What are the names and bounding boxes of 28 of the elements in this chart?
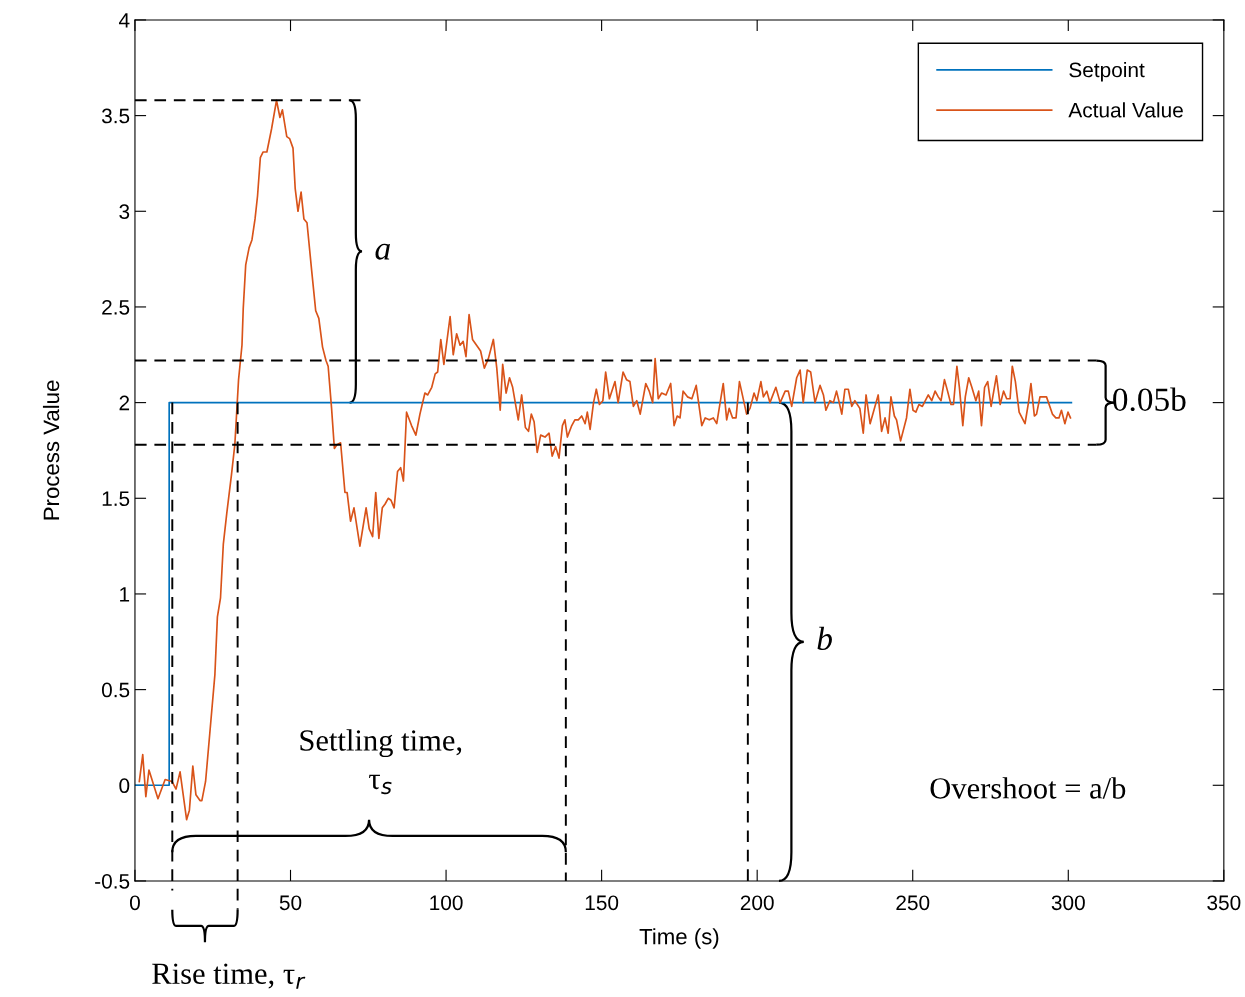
annotation: Settling time, τ$_{s}$: [300, 729, 462, 795]
y-tick-label: 3: [119, 204, 130, 220]
text: Rise time, τ$_{r}$: [152, 963, 306, 989]
x-tick-label: 300: [1051, 895, 1085, 911]
y-tick-label: 3.5: [101, 108, 130, 124]
x-tick-label: 250: [896, 895, 930, 911]
annotation: Overshoot = a/b: [930, 777, 1126, 799]
annotation: b: [817, 626, 832, 651]
y-axis-title: Process Value: [42, 380, 60, 520]
y-tick-label: 2: [119, 395, 130, 411]
text: Actual Value: [1068, 102, 1183, 118]
x-tick-label: 0: [129, 895, 140, 911]
y-tick-label: 4: [118, 13, 130, 28]
y-tick-label: 2.5: [102, 299, 130, 315]
x-tick-label: 100: [430, 895, 463, 911]
annotation: 0.05b: [1113, 387, 1186, 412]
y-tick-label: 1: [120, 587, 130, 602]
text: Setpoint: [1069, 62, 1145, 82]
x-tick-label: 150: [585, 895, 619, 911]
annotation: a: [375, 243, 390, 260]
y-tick-label: 0: [119, 778, 130, 794]
y-tick-label: 0.5: [101, 682, 130, 698]
y-tick-label: 1.5: [102, 491, 130, 507]
x-tick-label: 200: [740, 895, 774, 911]
y-tick-label: -0.5: [95, 873, 130, 889]
x-axis-title: Time (s): [639, 928, 719, 949]
x-tick-label: 50: [279, 895, 302, 911]
x-tick-label: 350: [1207, 895, 1241, 911]
